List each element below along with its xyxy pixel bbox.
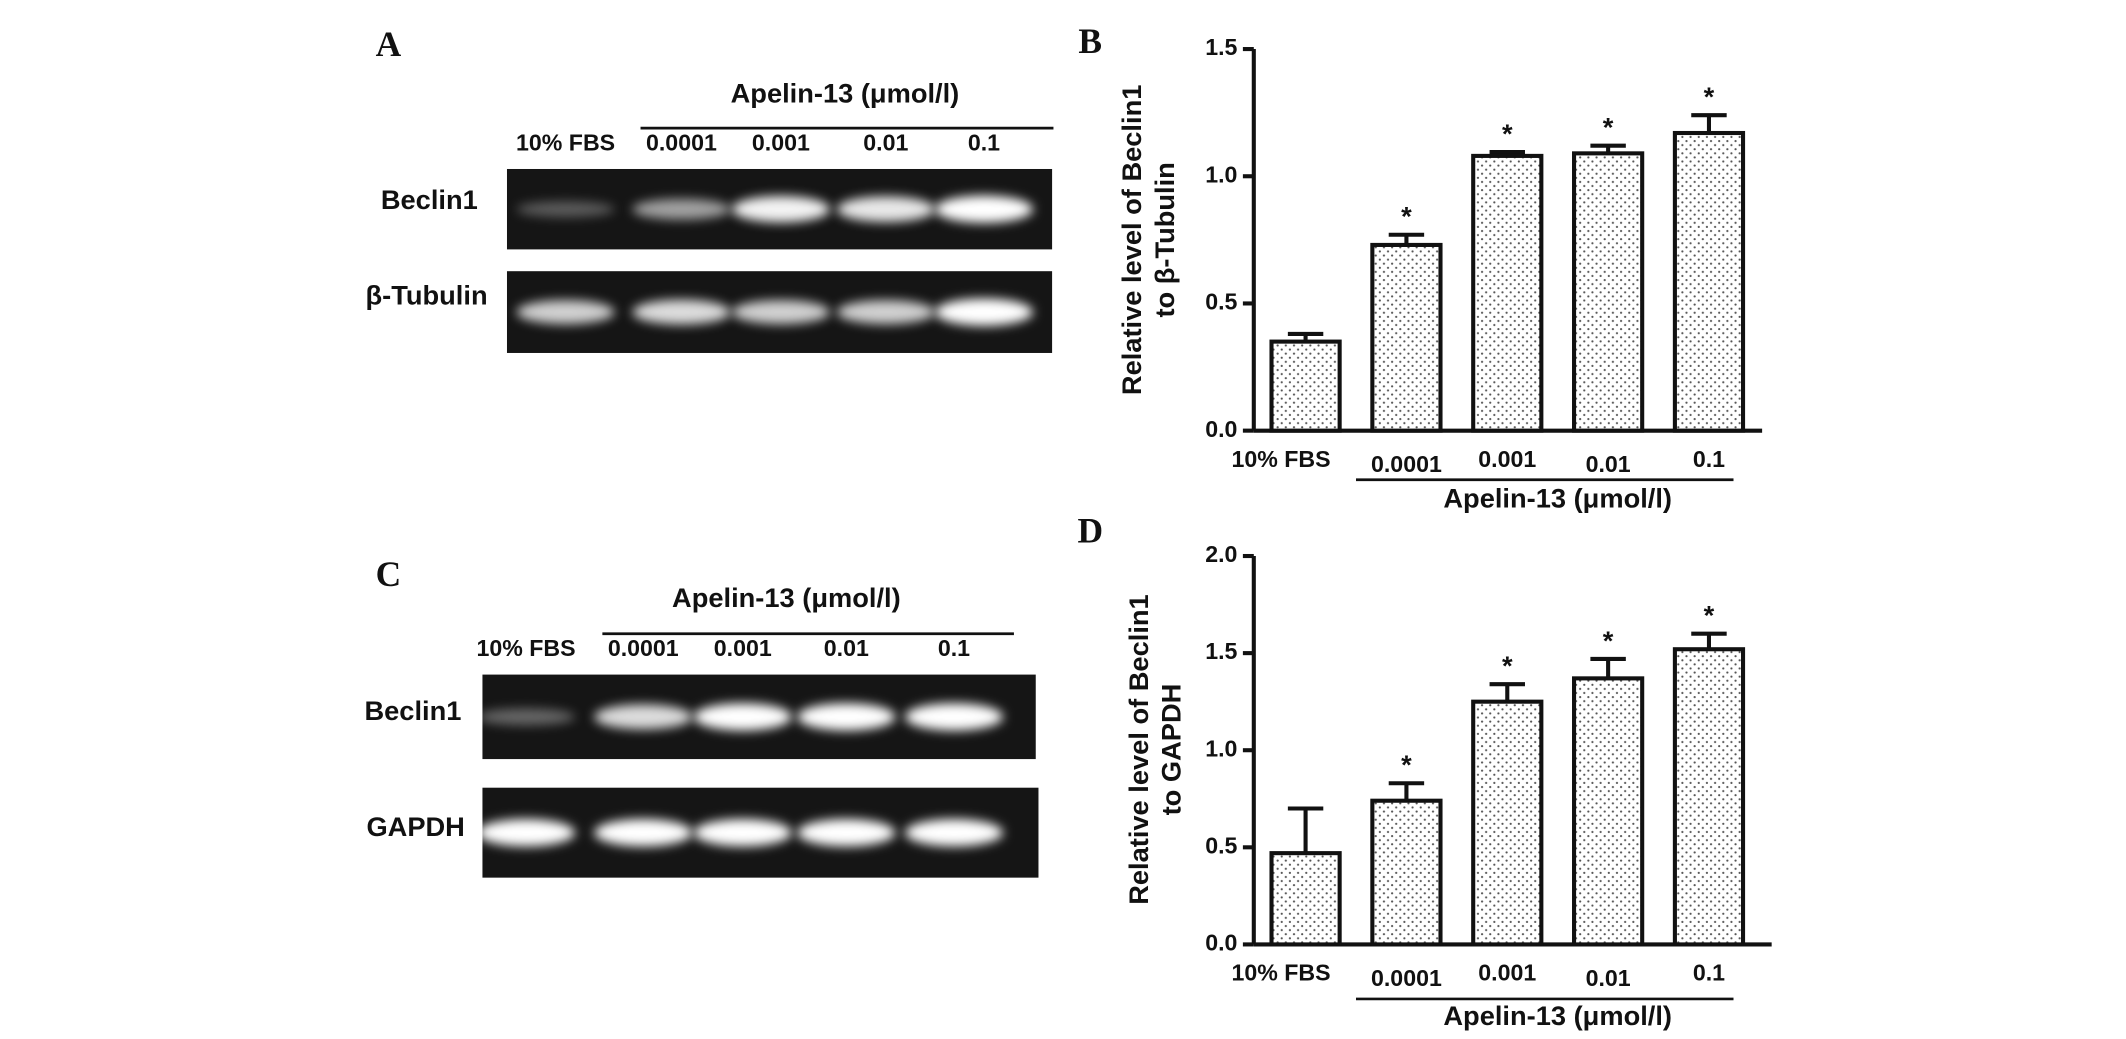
band [516,300,615,325]
x-tick-label: 10% FBS [1232,960,1331,986]
lane-label: 0.0001 [608,635,679,661]
band [904,703,1004,731]
band [797,703,896,731]
lane-label: 0.1 [938,635,970,661]
band [836,300,935,325]
panel-label: B [1078,21,1102,61]
y-tick-label: 1.0 [1205,161,1237,187]
lane-label: 10% FBS [516,130,615,156]
lane-label: 0.001 [714,635,772,661]
band [594,819,693,847]
y-tick-label: 0.5 [1205,832,1237,858]
y-tick-label: 0.5 [1205,289,1237,315]
row-label: Beclin1 [364,695,461,726]
band [594,704,693,730]
bar [1672,130,1746,433]
bar [1572,151,1645,433]
bar [1471,699,1544,947]
band [934,195,1034,223]
bar [1269,339,1342,433]
group-label: Apelin-13 (μmol/l) [1443,482,1672,513]
row-label: β-Tubulin [366,279,488,310]
band [476,708,576,726]
lane-label: 0.1 [968,130,1000,156]
treatment-label: Apelin-13 (μmol/l) [672,582,901,613]
x-tick-label: 0.01 [1586,451,1631,477]
band [632,299,731,325]
y-axis-label: to GAPDH [1156,684,1187,816]
group-label: Apelin-13 (μmol/l) [1443,1000,1672,1031]
significance-mark: * [1603,625,1614,656]
row-label: GAPDH [366,811,464,842]
y-tick-label: 1.5 [1205,638,1237,664]
lane-label: 10% FBS [477,635,576,661]
y-axis-label: Relative level of Beclin1 [1123,594,1154,905]
band [516,201,615,218]
significance-mark: * [1401,201,1412,232]
x-tick-label: 0.0001 [1371,451,1442,477]
lane-label: 0.01 [824,635,869,661]
y-tick-label: 2.0 [1205,541,1237,567]
band [934,298,1034,326]
lane-label: 0.0001 [646,130,717,156]
y-axis-label: to β-Tubulin [1149,162,1180,317]
x-tick-label: 0.1 [1693,960,1725,986]
significance-mark: * [1502,118,1513,149]
y-axis-label: Relative level of Beclin1 [1116,85,1147,396]
x-tick-label: 0.01 [1586,965,1631,991]
treatment-label: Apelin-13 (μmol/l) [731,78,960,109]
significance-mark: * [1704,600,1715,631]
significance-mark: * [1401,749,1412,780]
y-tick-label: 0.0 [1205,416,1237,442]
lane-label: 0.01 [863,130,908,156]
x-tick-label: 0.0001 [1371,965,1442,991]
bar [1269,851,1342,947]
band [693,819,792,847]
y-tick-label: 0.0 [1205,930,1237,956]
significance-mark: * [1603,112,1614,143]
panel-label: C [376,554,402,594]
band [693,703,792,731]
bar [1572,676,1645,947]
y-tick-label: 1.5 [1205,34,1237,60]
band [904,819,1004,847]
x-tick-label: 10% FBS [1232,446,1331,472]
lane-label: 0.001 [752,130,810,156]
band [731,195,830,223]
bar [1370,242,1443,433]
significance-mark: * [1502,650,1513,681]
bar [1370,798,1443,947]
panel-label: A [376,24,402,64]
x-tick-label: 0.001 [1478,960,1536,986]
band [836,196,935,223]
x-tick-label: 0.001 [1478,446,1536,472]
band [476,819,576,847]
band [632,198,731,220]
band [731,300,830,325]
band [797,819,896,847]
x-tick-label: 0.1 [1693,446,1725,472]
y-tick-label: 1.0 [1205,735,1237,761]
row-label: Beclin1 [381,184,478,215]
bar [1471,153,1544,433]
significance-mark: * [1704,81,1715,112]
panel-label: D [1077,510,1103,550]
bar [1672,647,1746,947]
